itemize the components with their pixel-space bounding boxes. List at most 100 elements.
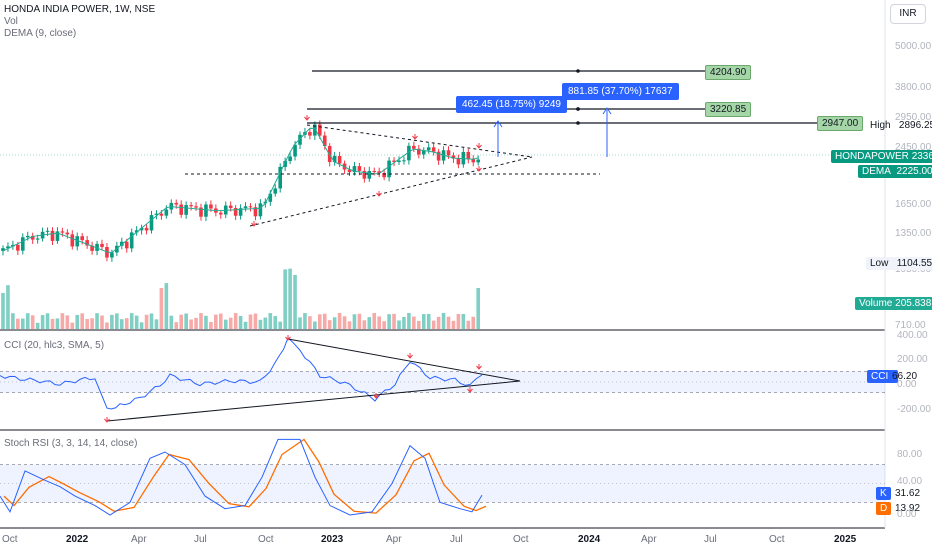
pivot-marker bbox=[251, 221, 257, 227]
time-tick: Jul bbox=[704, 534, 717, 545]
time-tick: Oct bbox=[258, 534, 274, 545]
volume-bar bbox=[238, 315, 243, 329]
candle bbox=[70, 234, 75, 247]
candle bbox=[45, 230, 50, 232]
low-label: Low 1104.55 bbox=[866, 257, 932, 270]
volume-bar bbox=[258, 319, 263, 329]
volume-bar bbox=[95, 313, 99, 329]
candle bbox=[120, 241, 124, 246]
stoch-k-value: 31.62 bbox=[895, 488, 921, 499]
volume-bar bbox=[55, 318, 60, 329]
candle bbox=[189, 205, 193, 207]
level-label-3220[interactable]: 3220.85 bbox=[705, 102, 752, 117]
candle bbox=[6, 246, 10, 249]
candle bbox=[144, 227, 149, 231]
candle bbox=[466, 151, 471, 160]
cci-pivot-marker bbox=[285, 335, 291, 341]
cci-value: 66.20 bbox=[892, 371, 918, 382]
candle bbox=[337, 155, 342, 164]
candle bbox=[426, 147, 431, 151]
price-tick: 3800.00 bbox=[895, 82, 932, 93]
volume-bar bbox=[50, 318, 55, 329]
volume-bar bbox=[164, 283, 169, 329]
pivot-marker bbox=[476, 143, 482, 149]
volume-bar bbox=[184, 313, 188, 329]
cci-pivot-marker bbox=[476, 364, 482, 370]
candle bbox=[219, 212, 223, 215]
candle bbox=[357, 166, 362, 171]
price-tick: 2950.00 bbox=[895, 112, 932, 123]
volume-bar bbox=[337, 313, 342, 329]
candle bbox=[110, 252, 114, 258]
volume-bar bbox=[209, 321, 213, 329]
candle bbox=[204, 204, 208, 217]
stoch-d-value: 13.92 bbox=[895, 503, 921, 514]
candle bbox=[179, 204, 183, 215]
volume-bar bbox=[471, 316, 476, 329]
volume-bar bbox=[110, 314, 114, 329]
currency-button[interactable]: INR bbox=[890, 4, 926, 24]
volume-bar bbox=[223, 319, 228, 329]
candle bbox=[308, 132, 312, 136]
candle bbox=[238, 208, 243, 216]
candle bbox=[298, 134, 302, 145]
candle bbox=[268, 193, 273, 202]
volume-bar bbox=[228, 317, 233, 329]
volume-bar bbox=[392, 313, 396, 329]
level-label-2947[interactable]: 2947.00 bbox=[817, 116, 864, 131]
volume-bar bbox=[124, 318, 129, 329]
volume-bar bbox=[243, 321, 248, 329]
candle bbox=[446, 150, 451, 156]
candle bbox=[154, 213, 159, 216]
trendline-lower bbox=[249, 156, 533, 227]
chart-legend: HONDA INDIA POWER, 1W, NSE Vol DEMA (9, … bbox=[4, 4, 155, 40]
measure-label-1[interactable]: 462.45 (18.75%) 9249 bbox=[456, 96, 567, 113]
volume-bar bbox=[65, 315, 70, 329]
volume-bar bbox=[421, 314, 426, 329]
measure-arrowhead-1 bbox=[493, 120, 503, 128]
candle bbox=[392, 160, 396, 162]
volume-bar bbox=[30, 315, 35, 329]
volume-bar bbox=[298, 317, 302, 329]
time-tick: Apr bbox=[131, 534, 147, 545]
volume-bar bbox=[248, 314, 253, 329]
cci-tick: 0.00 bbox=[897, 379, 917, 390]
volume-bar bbox=[6, 285, 10, 329]
volume-bar bbox=[179, 314, 183, 329]
volume-bar bbox=[134, 315, 139, 329]
volume-bar bbox=[397, 320, 401, 329]
volume-bar bbox=[144, 314, 149, 329]
candle bbox=[129, 232, 134, 249]
price-tick: 1350.00 bbox=[895, 228, 932, 239]
time-tick: Apr bbox=[386, 534, 402, 545]
candle bbox=[417, 148, 421, 155]
volume-bar bbox=[417, 320, 421, 329]
candle bbox=[327, 145, 332, 163]
candle bbox=[248, 206, 253, 208]
candle bbox=[322, 135, 327, 146]
volume-bar bbox=[431, 320, 436, 329]
price-tick: 2450.00 bbox=[895, 142, 932, 153]
measure-label-2[interactable]: 881.85 (37.70%) 17637 bbox=[562, 83, 679, 100]
candle bbox=[65, 232, 70, 235]
volume-bar bbox=[451, 320, 456, 329]
volume-bar bbox=[159, 287, 164, 329]
candle bbox=[55, 231, 60, 241]
candle bbox=[293, 144, 297, 157]
stoch-d-badge: D bbox=[876, 502, 892, 515]
volume-bar bbox=[283, 269, 287, 329]
candle bbox=[476, 159, 480, 163]
candle bbox=[194, 206, 198, 208]
candle bbox=[30, 235, 35, 240]
level-label-4204[interactable]: 4204.90 bbox=[705, 65, 752, 80]
volume-bar bbox=[189, 319, 193, 329]
volume-bar bbox=[115, 313, 119, 329]
volume-bar bbox=[362, 320, 367, 329]
volume-bar bbox=[322, 313, 327, 329]
candle bbox=[332, 155, 337, 163]
volume-bar bbox=[466, 320, 471, 329]
volume-bar bbox=[367, 317, 372, 329]
stoch-tick: 80.00 bbox=[897, 449, 923, 460]
volume-bar bbox=[204, 315, 208, 329]
